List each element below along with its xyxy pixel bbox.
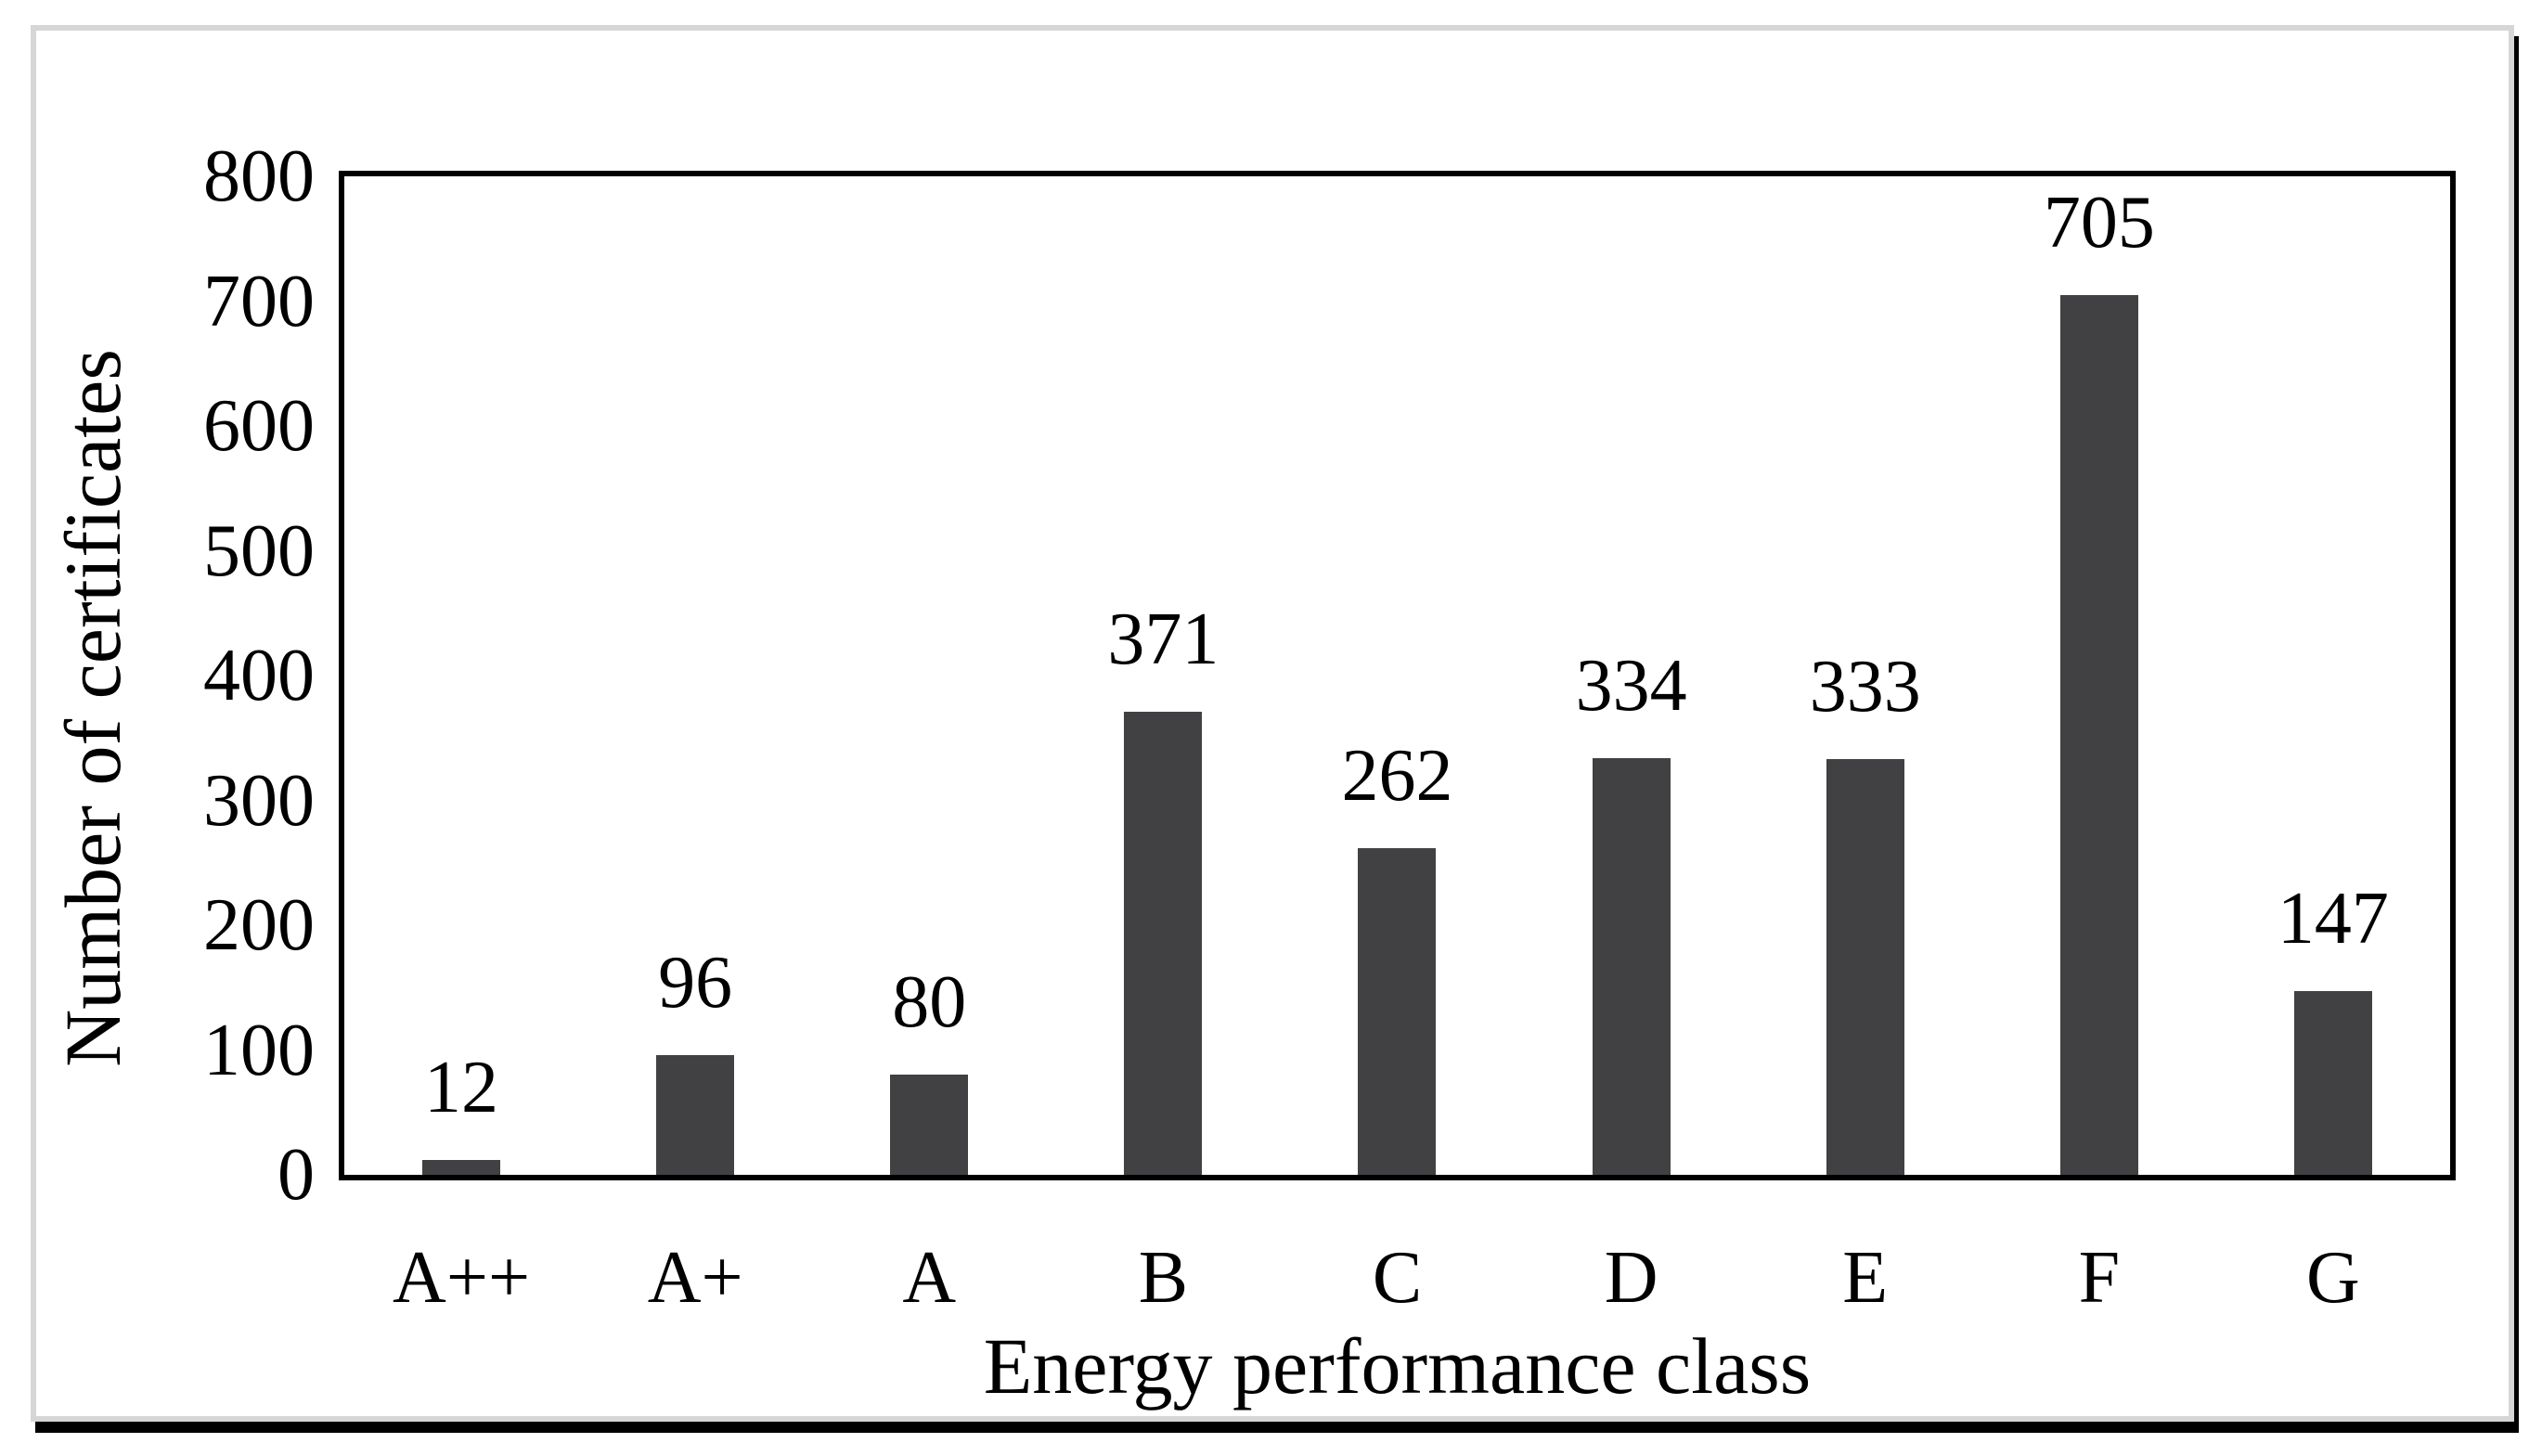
x-tick-label: B	[1138, 1237, 1189, 1319]
y-tick-label: 500	[203, 509, 315, 592]
x-axis-ticks: A++ A+ A B C D E F G	[344, 1236, 2450, 1320]
y-tick-label: 700	[203, 260, 315, 342]
bar-G	[2293, 991, 2372, 1175]
bar-slot: 334	[1515, 176, 1748, 1175]
bar-F	[2059, 294, 2138, 1175]
x-tick-label: A++	[393, 1237, 531, 1319]
bar-A	[890, 1075, 969, 1175]
bar-slot: 371	[1046, 176, 1280, 1175]
x-tick-label: A+	[647, 1237, 743, 1319]
bar-slot: 333	[1748, 176, 1982, 1175]
bar-slot: 96	[578, 176, 812, 1175]
bar-value-label: 334	[1575, 644, 1687, 727]
bar-value-label: 333	[1809, 646, 1921, 728]
bar-D	[1592, 757, 1671, 1175]
y-tick-label: 300	[203, 759, 315, 842]
bar-B	[1124, 712, 1203, 1175]
bar-value-label: 262	[1341, 734, 1453, 817]
bar-E	[1826, 759, 1904, 1175]
x-tick-label: C	[1372, 1237, 1423, 1319]
x-tick-label: F	[2078, 1237, 2121, 1319]
y-tick-label: 600	[203, 385, 315, 467]
bars-row: 12 96 80 371 262 334 333 705 147	[344, 176, 2450, 1175]
y-tick-label: 200	[203, 884, 315, 966]
bar-value-label: 96	[658, 941, 733, 1024]
bar-slot: 80	[812, 176, 1046, 1175]
x-axis-title: Energy performance class	[983, 1321, 1812, 1411]
bar-slot: 705	[1982, 176, 2216, 1175]
x-tick-label: A	[902, 1237, 957, 1319]
bar-value-label: 705	[2043, 181, 2155, 264]
bar-slot: 262	[1280, 176, 1514, 1175]
chart-panel: Number of certificates 800 700 600 500 400 30…	[31, 25, 2514, 1422]
bar-slot: 12	[344, 176, 578, 1175]
bar-A+	[656, 1054, 735, 1175]
y-tick-label: 400	[203, 635, 315, 716]
bar-slot: 147	[2216, 176, 2450, 1175]
bar-value-label: 147	[2277, 878, 2389, 960]
y-tick-label: 100	[203, 1009, 315, 1091]
bar-value-label: 80	[892, 961, 967, 1044]
bar-value-label: 371	[1107, 599, 1219, 681]
x-tick-label: D	[1604, 1237, 1658, 1319]
x-tick-label: G	[2306, 1237, 2360, 1319]
x-tick-label: E	[1842, 1237, 1889, 1319]
plot-area: 12 96 80 371 262 334 333 705 147	[339, 171, 2456, 1180]
y-tick-label: 0	[277, 1134, 315, 1216]
bar-value-label: 12	[424, 1046, 499, 1128]
y-tick-label: 800	[203, 135, 315, 217]
bar-A++	[422, 1159, 501, 1175]
bar-C	[1358, 847, 1437, 1175]
